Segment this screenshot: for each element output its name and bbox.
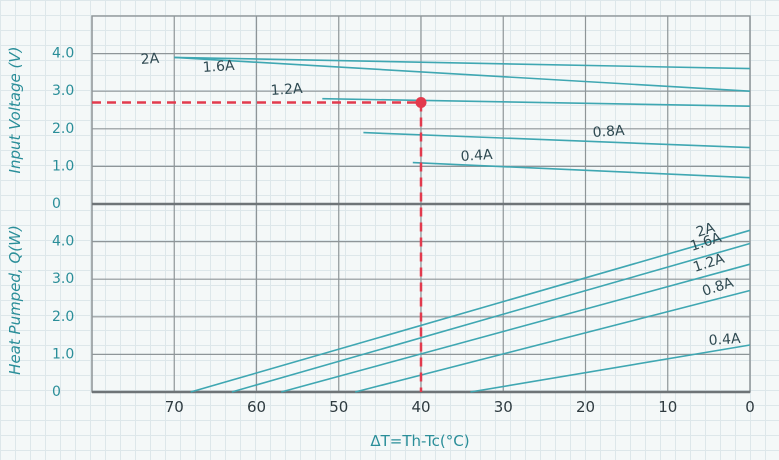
y-tick-label: 3.0 bbox=[52, 271, 74, 287]
x-tick-label: 30 bbox=[494, 398, 513, 416]
x-tick-label: 10 bbox=[658, 398, 677, 416]
x-tick-label: 70 bbox=[165, 398, 184, 416]
y-axis-label: Heat Pumped, Q(W) bbox=[6, 225, 24, 375]
series-label-1.2A: 1.2A bbox=[270, 81, 303, 99]
y-tick-label: 1.0 bbox=[52, 158, 74, 174]
series-label-2A: 2A bbox=[694, 220, 717, 241]
series-line-1.2A bbox=[322, 97, 751, 107]
series-line-1.2A bbox=[280, 263, 751, 393]
series-line-1.6A bbox=[231, 242, 751, 393]
y-tick-label: 2.0 bbox=[52, 309, 74, 325]
x-tick-label: 0 bbox=[745, 398, 755, 416]
series-line-0.4A bbox=[470, 344, 751, 393]
series-label-1.6A: 1.6A bbox=[202, 58, 235, 76]
y-tick-label: 1.0 bbox=[52, 346, 74, 362]
series-line-0.8A bbox=[363, 131, 751, 149]
x-tick-label: 40 bbox=[411, 398, 430, 416]
series-label-0.4A: 0.4A bbox=[708, 331, 741, 349]
series-label-0.4A: 0.4A bbox=[460, 147, 493, 165]
y-tick-label: 2.0 bbox=[52, 121, 74, 137]
series-line-0.8A bbox=[355, 289, 751, 393]
x-axis-label: ΔT=Th-Tc(°C) bbox=[370, 432, 469, 450]
x-tick-label: 20 bbox=[576, 398, 595, 416]
marker-point bbox=[415, 96, 427, 108]
x-tick-label: 60 bbox=[247, 398, 266, 416]
y-tick-label: 4.0 bbox=[52, 234, 74, 250]
series-line-0.4A bbox=[412, 161, 751, 179]
x-tick-label: 50 bbox=[329, 398, 348, 416]
series-label-2A: 2A bbox=[140, 51, 160, 68]
y-tick-label: 3.0 bbox=[52, 83, 74, 99]
series-line-2A bbox=[190, 229, 751, 393]
series-label-0.8A: 0.8A bbox=[592, 123, 625, 141]
y-tick-label: 4.0 bbox=[52, 46, 74, 62]
series-line-2A bbox=[174, 56, 751, 92]
y-tick-label: 0 bbox=[52, 196, 61, 212]
y-tick-label: 0 bbox=[52, 384, 61, 400]
y-axis-label: Input Voltage (V) bbox=[6, 47, 24, 174]
series-line-1.6A bbox=[174, 56, 751, 70]
